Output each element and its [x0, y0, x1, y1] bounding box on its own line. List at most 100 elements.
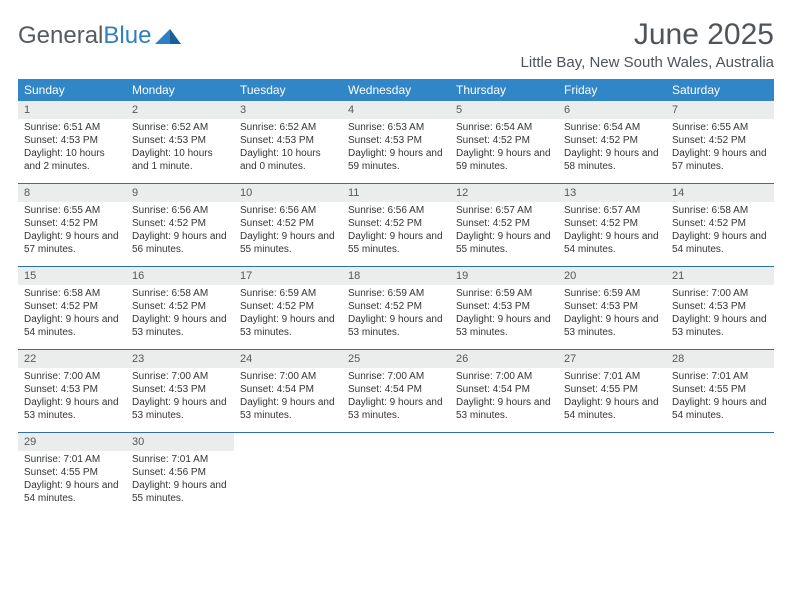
sunset-text: Sunset: 4:53 PM	[132, 383, 228, 396]
day-body: Sunrise: 6:59 AMSunset: 4:53 PMDaylight:…	[450, 285, 558, 343]
day-number: 27	[558, 350, 666, 368]
sunset-text: Sunset: 4:53 PM	[564, 300, 660, 313]
sunset-text: Sunset: 4:54 PM	[456, 383, 552, 396]
day-body: Sunrise: 7:00 AMSunset: 4:54 PMDaylight:…	[342, 368, 450, 426]
day-number: 30	[126, 433, 234, 451]
day-cell: 5Sunrise: 6:54 AMSunset: 4:52 PMDaylight…	[450, 101, 558, 177]
sunrise-text: Sunrise: 6:51 AM	[24, 121, 120, 134]
sunrise-text: Sunrise: 7:00 AM	[672, 287, 768, 300]
day-number: 20	[558, 267, 666, 285]
sunset-text: Sunset: 4:52 PM	[24, 300, 120, 313]
weekday-header: Sunday	[18, 79, 126, 101]
day-cell: 17Sunrise: 6:59 AMSunset: 4:52 PMDayligh…	[234, 267, 342, 343]
day-body: Sunrise: 7:00 AMSunset: 4:54 PMDaylight:…	[450, 368, 558, 426]
sunset-text: Sunset: 4:53 PM	[456, 300, 552, 313]
day-number: 25	[342, 350, 450, 368]
daylight-text: Daylight: 10 hours and 2 minutes.	[24, 147, 120, 173]
sunset-text: Sunset: 4:56 PM	[132, 466, 228, 479]
daylight-text: Daylight: 9 hours and 55 minutes.	[132, 479, 228, 505]
day-cell	[450, 433, 558, 509]
day-body: Sunrise: 6:56 AMSunset: 4:52 PMDaylight:…	[342, 202, 450, 260]
sunrise-text: Sunrise: 6:54 AM	[564, 121, 660, 134]
sunrise-text: Sunrise: 6:58 AM	[24, 287, 120, 300]
sunset-text: Sunset: 4:52 PM	[456, 134, 552, 147]
sunset-text: Sunset: 4:53 PM	[240, 134, 336, 147]
day-cell: 29Sunrise: 7:01 AMSunset: 4:55 PMDayligh…	[18, 433, 126, 509]
day-cell	[234, 433, 342, 509]
daylight-text: Daylight: 9 hours and 53 minutes.	[456, 313, 552, 339]
daylight-text: Daylight: 9 hours and 53 minutes.	[240, 396, 336, 422]
daylight-text: Daylight: 9 hours and 53 minutes.	[456, 396, 552, 422]
sunrise-text: Sunrise: 7:01 AM	[564, 370, 660, 383]
sunset-text: Sunset: 4:52 PM	[132, 300, 228, 313]
day-cell: 2Sunrise: 6:52 AMSunset: 4:53 PMDaylight…	[126, 101, 234, 177]
day-cell: 12Sunrise: 6:57 AMSunset: 4:52 PMDayligh…	[450, 184, 558, 260]
daylight-text: Daylight: 9 hours and 54 minutes.	[24, 479, 120, 505]
day-number: 29	[18, 433, 126, 451]
daylight-text: Daylight: 9 hours and 55 minutes.	[240, 230, 336, 256]
day-cell: 16Sunrise: 6:58 AMSunset: 4:52 PMDayligh…	[126, 267, 234, 343]
calendar: Sunday Monday Tuesday Wednesday Thursday…	[18, 79, 774, 509]
day-body: Sunrise: 6:59 AMSunset: 4:52 PMDaylight:…	[234, 285, 342, 343]
daylight-text: Daylight: 9 hours and 53 minutes.	[348, 313, 444, 339]
sunrise-text: Sunrise: 6:59 AM	[240, 287, 336, 300]
daylight-text: Daylight: 9 hours and 57 minutes.	[672, 147, 768, 173]
day-cell: 10Sunrise: 6:56 AMSunset: 4:52 PMDayligh…	[234, 184, 342, 260]
day-body: Sunrise: 6:53 AMSunset: 4:53 PMDaylight:…	[342, 119, 450, 177]
day-body: Sunrise: 6:52 AMSunset: 4:53 PMDaylight:…	[126, 119, 234, 177]
sunrise-text: Sunrise: 6:56 AM	[348, 204, 444, 217]
calendar-page: GeneralBlue June 2025 Little Bay, New So…	[0, 0, 792, 509]
day-body: Sunrise: 7:01 AMSunset: 4:55 PMDaylight:…	[666, 368, 774, 426]
day-number: 9	[126, 184, 234, 202]
logo-mark-icon	[155, 24, 181, 52]
day-cell: 8Sunrise: 6:55 AMSunset: 4:52 PMDaylight…	[18, 184, 126, 260]
logo-text-general: General	[18, 22, 103, 50]
day-cell: 3Sunrise: 6:52 AMSunset: 4:53 PMDaylight…	[234, 101, 342, 177]
sunrise-text: Sunrise: 6:52 AM	[132, 121, 228, 134]
day-cell: 1Sunrise: 6:51 AMSunset: 4:53 PMDaylight…	[18, 101, 126, 177]
daylight-text: Daylight: 9 hours and 53 minutes.	[132, 313, 228, 339]
day-number: 21	[666, 267, 774, 285]
sunrise-text: Sunrise: 6:56 AM	[240, 204, 336, 217]
sunset-text: Sunset: 4:55 PM	[24, 466, 120, 479]
day-body: Sunrise: 7:01 AMSunset: 4:55 PMDaylight:…	[558, 368, 666, 426]
day-body: Sunrise: 7:01 AMSunset: 4:55 PMDaylight:…	[18, 451, 126, 509]
day-number: 17	[234, 267, 342, 285]
day-body: Sunrise: 6:51 AMSunset: 4:53 PMDaylight:…	[18, 119, 126, 177]
logo-text-blue: Blue	[103, 22, 151, 50]
daylight-text: Daylight: 9 hours and 55 minutes.	[348, 230, 444, 256]
week-row: 1Sunrise: 6:51 AMSunset: 4:53 PMDaylight…	[18, 101, 774, 177]
month-title: June 2025	[521, 18, 774, 52]
daylight-text: Daylight: 9 hours and 53 minutes.	[132, 396, 228, 422]
day-body: Sunrise: 6:59 AMSunset: 4:52 PMDaylight:…	[342, 285, 450, 343]
day-number: 11	[342, 184, 450, 202]
day-number: 19	[450, 267, 558, 285]
daylight-text: Daylight: 9 hours and 55 minutes.	[456, 230, 552, 256]
day-body: Sunrise: 6:57 AMSunset: 4:52 PMDaylight:…	[558, 202, 666, 260]
day-cell: 22Sunrise: 7:00 AMSunset: 4:53 PMDayligh…	[18, 350, 126, 426]
weekday-header: Friday	[558, 79, 666, 101]
title-block: June 2025 Little Bay, New South Wales, A…	[521, 18, 774, 71]
sunset-text: Sunset: 4:53 PM	[24, 134, 120, 147]
day-body: Sunrise: 7:00 AMSunset: 4:54 PMDaylight:…	[234, 368, 342, 426]
weekday-header: Thursday	[450, 79, 558, 101]
sunset-text: Sunset: 4:52 PM	[240, 300, 336, 313]
daylight-text: Daylight: 9 hours and 53 minutes.	[672, 313, 768, 339]
daylight-text: Daylight: 9 hours and 59 minutes.	[456, 147, 552, 173]
sunrise-text: Sunrise: 6:58 AM	[132, 287, 228, 300]
day-number: 7	[666, 101, 774, 119]
day-cell: 6Sunrise: 6:54 AMSunset: 4:52 PMDaylight…	[558, 101, 666, 177]
day-cell: 9Sunrise: 6:56 AMSunset: 4:52 PMDaylight…	[126, 184, 234, 260]
daylight-text: Daylight: 9 hours and 53 minutes.	[348, 396, 444, 422]
sunrise-text: Sunrise: 6:58 AM	[672, 204, 768, 217]
day-cell	[558, 433, 666, 509]
sunrise-text: Sunrise: 6:55 AM	[672, 121, 768, 134]
day-cell: 14Sunrise: 6:58 AMSunset: 4:52 PMDayligh…	[666, 184, 774, 260]
logo: GeneralBlue	[18, 22, 181, 50]
day-number: 1	[18, 101, 126, 119]
sunset-text: Sunset: 4:52 PM	[348, 300, 444, 313]
day-number: 4	[342, 101, 450, 119]
sunset-text: Sunset: 4:53 PM	[672, 300, 768, 313]
sunrise-text: Sunrise: 6:53 AM	[348, 121, 444, 134]
day-body: Sunrise: 6:56 AMSunset: 4:52 PMDaylight:…	[234, 202, 342, 260]
